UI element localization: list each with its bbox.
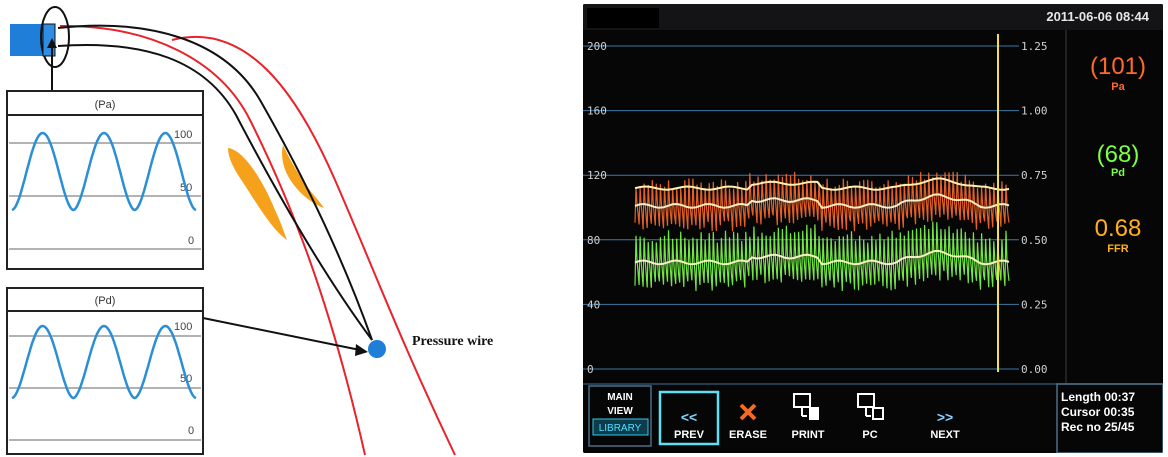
next-label: NEXT	[930, 429, 960, 441]
left-tick-160: 160	[587, 105, 607, 118]
vessel-outer-wall	[171, 35, 456, 456]
library-button[interactable]: LIBRARY	[592, 418, 649, 436]
pd-tick-100: 100	[174, 321, 192, 333]
pa-signal-trace	[634, 171, 1010, 232]
left-tick-0: 0	[587, 363, 594, 376]
guide-catheter-lower	[57, 44, 373, 341]
library-label: LIBRARY	[599, 423, 642, 434]
vessel-inner-wall	[59, 24, 366, 456]
next-icon: >>	[937, 409, 953, 425]
guide-catheter	[57, 24, 373, 341]
prev-icon: <<	[681, 409, 697, 425]
right-tick-1: 1.00	[1021, 105, 1048, 118]
hub-connector	[40, 6, 70, 68]
pressure-trend-plot: 200 1.25 160 1.00 120 0.75 80 0.50 40 0.25 0 0.00	[583, 34, 1048, 376]
pa-value: (101)	[1090, 53, 1146, 80]
pc-button[interactable]: PC	[857, 393, 884, 441]
next-button[interactable]: >> NEXT	[930, 409, 960, 441]
right-tick-5: 0.00	[1021, 363, 1048, 376]
pa-systolic-trace	[634, 177, 1010, 191]
ffr-label: FFR	[1107, 243, 1128, 255]
pa-pressure-box: (Pa) 100 50 0	[6, 90, 204, 270]
erase-button[interactable]: ERASE	[729, 403, 767, 441]
pa-waveform	[11, 131, 197, 212]
pd-waveform	[11, 324, 197, 400]
pc-label: PC	[862, 429, 877, 441]
length-info: Length 00:37	[1061, 390, 1135, 404]
pd-signal-trace	[634, 221, 1010, 292]
rec-info: Rec no 25/45	[1061, 420, 1135, 434]
ffr-monitor-screen: 2011-06-06 08:44 200 1.25 160 1.00 120 0.75 80…	[583, 4, 1163, 453]
cursor-info: Cursor 00:35	[1061, 405, 1135, 419]
plaque-right	[282, 145, 324, 208]
erase-label: ERASE	[729, 429, 767, 441]
left-tick-120: 120	[587, 169, 607, 182]
print-icon	[793, 393, 819, 420]
print-label: PRINT	[792, 429, 825, 441]
pa-mean-trace	[634, 193, 1010, 209]
pd-pressure-box: (Pd) 100 50 0	[6, 287, 204, 455]
right-tick-3: 0.50	[1021, 234, 1048, 247]
datetime: 2011-06-06 08:44	[1046, 9, 1149, 24]
right-tick-0: 1.25	[1021, 40, 1048, 53]
pa-box-title: (Pa)	[95, 99, 116, 111]
print-button[interactable]: PRINT	[792, 393, 825, 441]
left-tick-40: 40	[587, 298, 600, 311]
pressure-wire-label: Pressure wire	[412, 334, 493, 349]
recording-info: Length 00:37 Cursor 00:35 Rec no 25/45	[1056, 383, 1163, 453]
pd-mean-trace	[634, 249, 1010, 266]
right-tick-4: 0.25	[1021, 298, 1048, 311]
pd-tick-0: 0	[188, 425, 194, 437]
plaque-left	[228, 148, 287, 240]
prev-button[interactable]: << PREV	[658, 390, 720, 446]
pa-label: Pa	[1111, 81, 1125, 93]
catheter-hub	[10, 24, 44, 56]
mode-main: MAIN	[607, 392, 633, 403]
left-tick-200: 200	[587, 40, 607, 53]
pd-box-title: (Pd)	[95, 295, 116, 307]
ffr-value: 0.68	[1095, 215, 1142, 242]
header-bar	[583, 4, 1163, 30]
pressure-sensor	[368, 340, 386, 358]
prev-label: PREV	[674, 429, 705, 441]
left-tick-80: 80	[587, 234, 600, 247]
pd-label: Pd	[1111, 167, 1125, 179]
ffr-measurement-diagram: (Pa) 100 50 0 (Pd) 100 50 0 Pressure wir…	[6, 6, 493, 456]
pd-arrow	[202, 317, 361, 351]
patient-name-redacted	[587, 8, 659, 28]
pa-tick-100: 100	[174, 129, 192, 141]
mode-panel: MAIN VIEW	[588, 385, 652, 447]
pa-tick-0: 0	[188, 235, 194, 247]
pd-value: (68)	[1097, 141, 1140, 168]
erase-x-icon	[739, 403, 757, 421]
pc-icon	[857, 393, 884, 420]
mode-view: VIEW	[607, 406, 633, 417]
right-tick-2: 0.75	[1021, 169, 1048, 182]
